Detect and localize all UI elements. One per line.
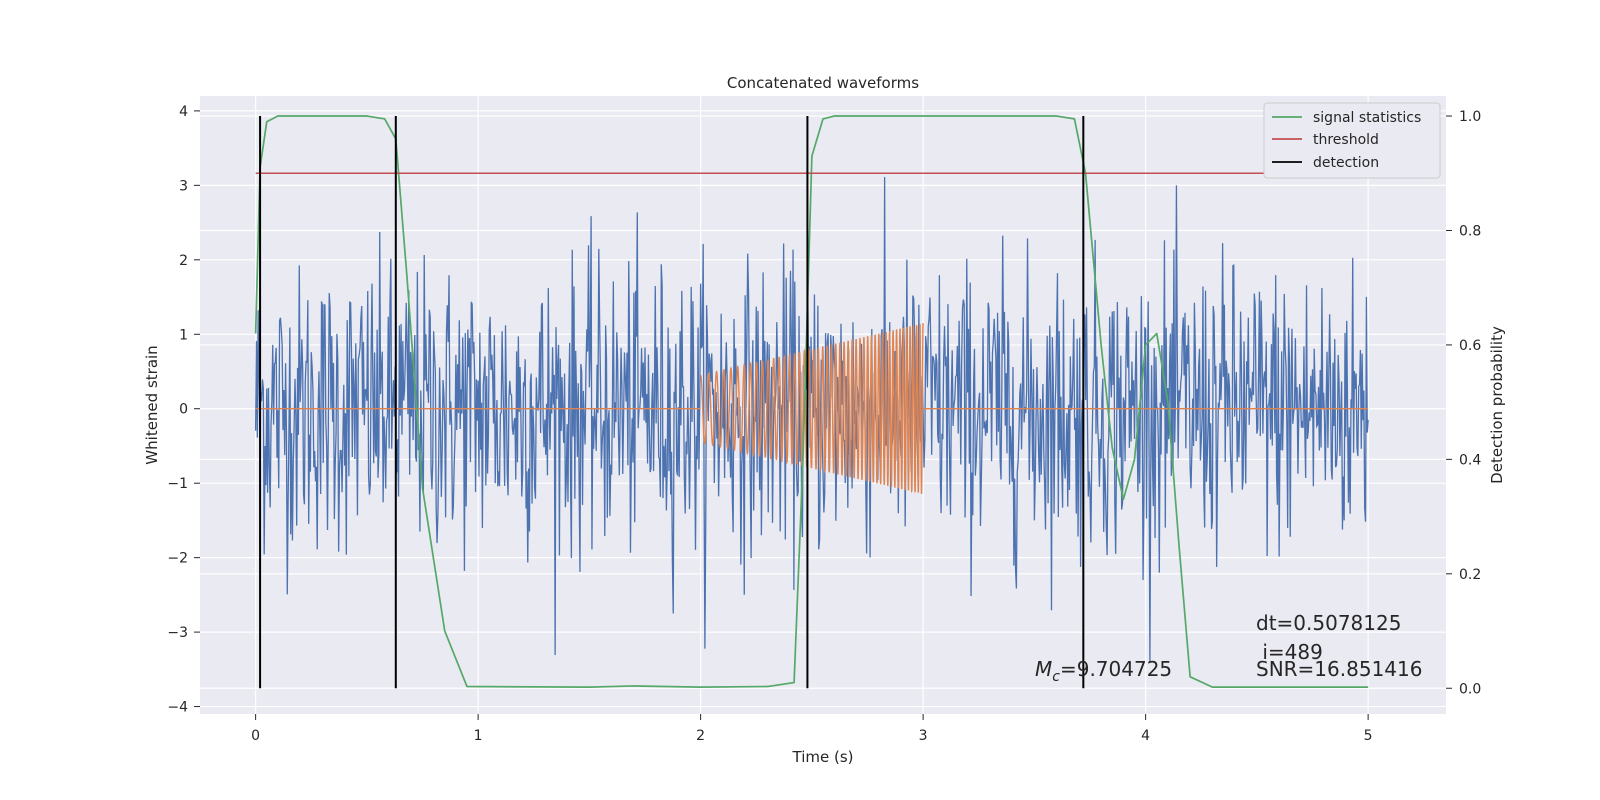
annotation-dt: dt=0.5078125 [1256, 611, 1401, 635]
y2-axis-label: Detection probability [1488, 326, 1506, 484]
strain-noise-line [254, 177, 1369, 662]
y-tick-label: 3 [179, 178, 188, 194]
y-tick-label: 2 [179, 253, 188, 269]
injected-chirp-line [255, 323, 1369, 494]
y2-tick-label: 0.0 [1459, 681, 1481, 697]
y2-tick-label: 0.8 [1459, 223, 1481, 239]
annotation-mc: Mc=9.704725 [1035, 657, 1172, 685]
annotation-mc-symbol: M [1035, 657, 1052, 681]
y2-tick-label: 0.2 [1459, 567, 1481, 583]
x-tick-label: 3 [919, 728, 928, 744]
axes: 0 1 2 3 4 5 −4 −3 −2 −1 0 1 2 3 4 0.0 0.2 0.4 0.6 0.8 1.0 [167, 104, 1481, 744]
legend-box [1263, 102, 1441, 179]
y-tick-label: 4 [179, 104, 188, 120]
legend-label-detection: detection [1313, 155, 1379, 171]
legend-label-threshold: threshold [1313, 132, 1379, 148]
y2-tick-label: 1.0 [1459, 109, 1481, 125]
grid [200, 96, 1446, 714]
x-tick-label: 5 [1364, 728, 1373, 744]
y2-tick-label: 0.4 [1459, 452, 1481, 468]
chart-title: Concatenated waveforms [727, 74, 919, 92]
x-tick-label: 0 [251, 728, 260, 744]
y-tick-label: −2 [167, 551, 188, 567]
x-tick-label: 1 [474, 728, 483, 744]
x-axis-label: Time (s) [792, 748, 854, 766]
x-tick-label: 2 [696, 728, 705, 744]
annotation-snr: SNR=16.851416 [1256, 657, 1422, 681]
legend-label-signal-statistics: signal statistics [1313, 110, 1421, 126]
annotation-mc-value: =9.704725 [1060, 657, 1172, 681]
x-tick-label: 4 [1141, 728, 1150, 744]
y2-tick-label: 0.6 [1459, 338, 1481, 354]
y-tick-label: 0 [179, 402, 188, 418]
legend: signal statistics threshold detection [1263, 102, 1441, 179]
y-tick-label: −3 [167, 625, 188, 641]
annotation-mc-subscript: c [1052, 669, 1060, 685]
y-tick-label: −4 [167, 700, 188, 716]
series-layer [254, 115, 1391, 689]
y-axis-label: Whitened strain [143, 345, 161, 464]
y-tick-label: −1 [167, 476, 188, 492]
annotations: Mc=9.704725 dt=0.5078125 i=489 SNR=16.85… [1035, 611, 1422, 685]
annotation-i: i=489 [1256, 640, 1323, 664]
y-tick-label: 1 [179, 327, 188, 343]
